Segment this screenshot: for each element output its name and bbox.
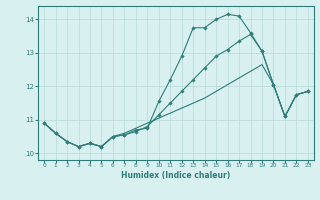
X-axis label: Humidex (Indice chaleur): Humidex (Indice chaleur) [121,171,231,180]
